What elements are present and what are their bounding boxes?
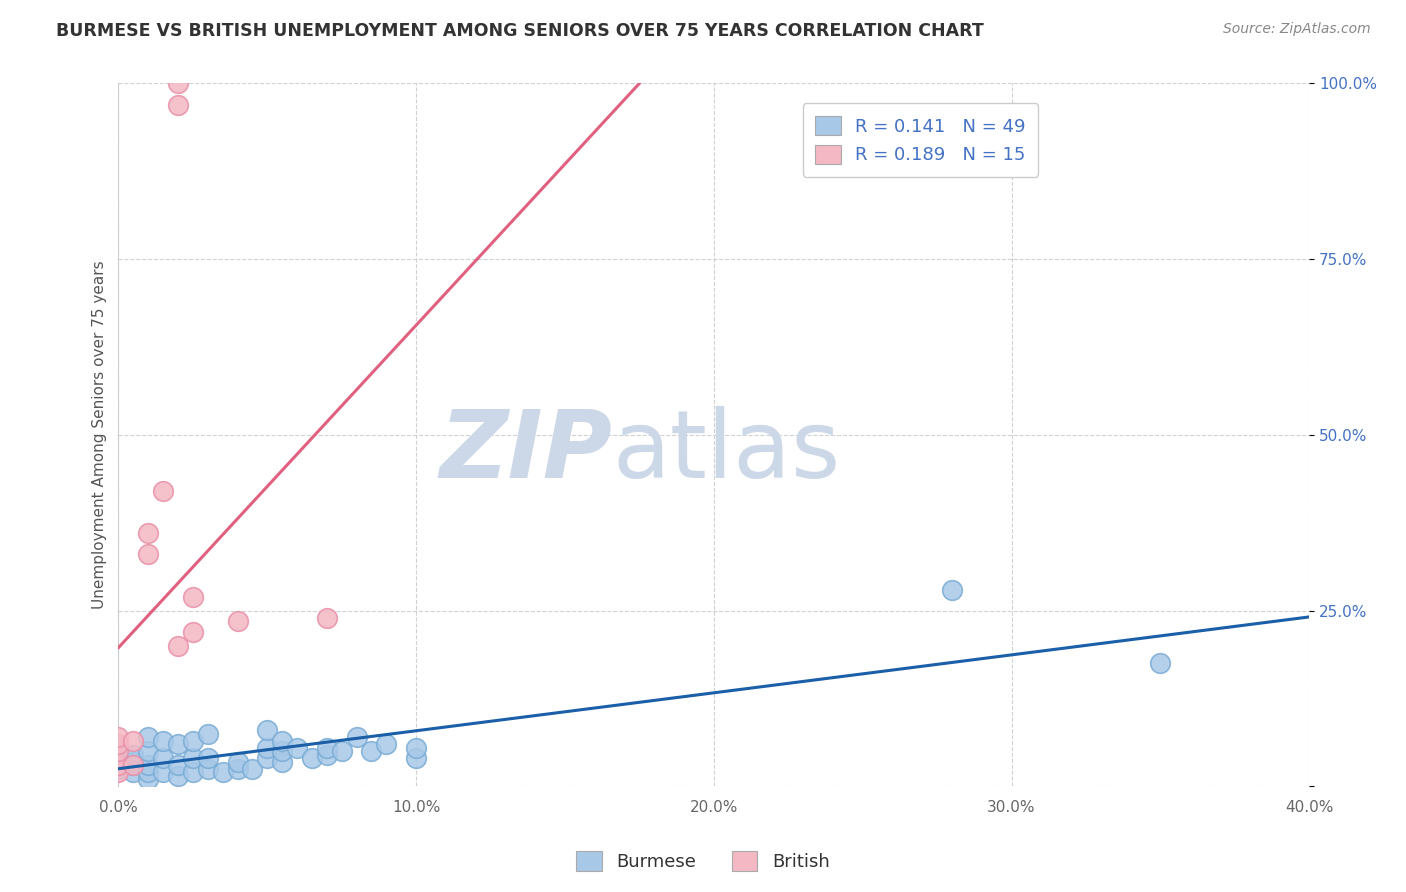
Point [167,97,190,112]
Point [941,582,963,597]
Point [136,772,159,787]
Point [107,747,129,762]
Point [226,755,249,769]
Point [107,730,129,744]
Point [107,758,129,772]
Point [167,77,190,91]
Point [301,751,323,765]
Text: Source: ZipAtlas.com: Source: ZipAtlas.com [1223,22,1371,37]
Point [271,733,294,747]
Legend: R = 0.141   N = 49, R = 0.189   N = 15: R = 0.141 N = 49, R = 0.189 N = 15 [803,103,1038,178]
Y-axis label: Unemployment Among Seniors over 75 years: Unemployment Among Seniors over 75 years [93,260,107,609]
Point [181,590,204,604]
Point [256,723,278,738]
Point [152,733,174,747]
Point [315,610,337,624]
Point [152,765,174,780]
Point [181,733,204,747]
Point [107,740,129,755]
Point [315,740,337,755]
Point [181,765,204,780]
Point [122,765,145,780]
Text: BURMESE VS BRITISH UNEMPLOYMENT AMONG SENIORS OVER 75 YEARS CORRELATION CHART: BURMESE VS BRITISH UNEMPLOYMENT AMONG SE… [56,22,984,40]
Point [136,744,159,758]
Point [375,737,398,751]
Point [122,758,145,772]
Point [315,747,337,762]
Point [107,751,129,765]
Point [242,762,264,776]
Point [122,733,145,747]
Point [226,762,249,776]
Point [181,624,204,639]
Point [330,744,353,758]
Point [285,740,308,755]
Point [256,740,278,755]
Point [271,744,294,758]
Text: ZIP: ZIP [440,407,613,499]
Point [122,747,145,762]
Point [107,762,129,776]
Point [136,548,159,562]
Point [167,639,190,653]
Point [167,758,190,772]
Point [346,730,368,744]
Point [197,762,219,776]
Point [122,758,145,772]
Legend: Burmese, British: Burmese, British [569,844,837,879]
Point [136,758,159,772]
Point [256,751,278,765]
Point [136,526,159,541]
Point [197,726,219,740]
Point [167,737,190,751]
Point [197,751,219,765]
Point [181,751,204,765]
Text: atlas: atlas [613,407,841,499]
Point [167,769,190,783]
Point [122,755,145,769]
Point [152,751,174,765]
Point [405,751,427,765]
Point [360,744,382,758]
Point [1149,657,1171,671]
Point [226,614,249,628]
Point [107,737,129,751]
Point [152,484,174,499]
Point [107,765,129,780]
Point [107,755,129,769]
Point [107,744,129,758]
Point [136,765,159,780]
Point [211,765,233,780]
Point [271,755,294,769]
Point [107,758,129,772]
Point [136,730,159,744]
Point [405,740,427,755]
